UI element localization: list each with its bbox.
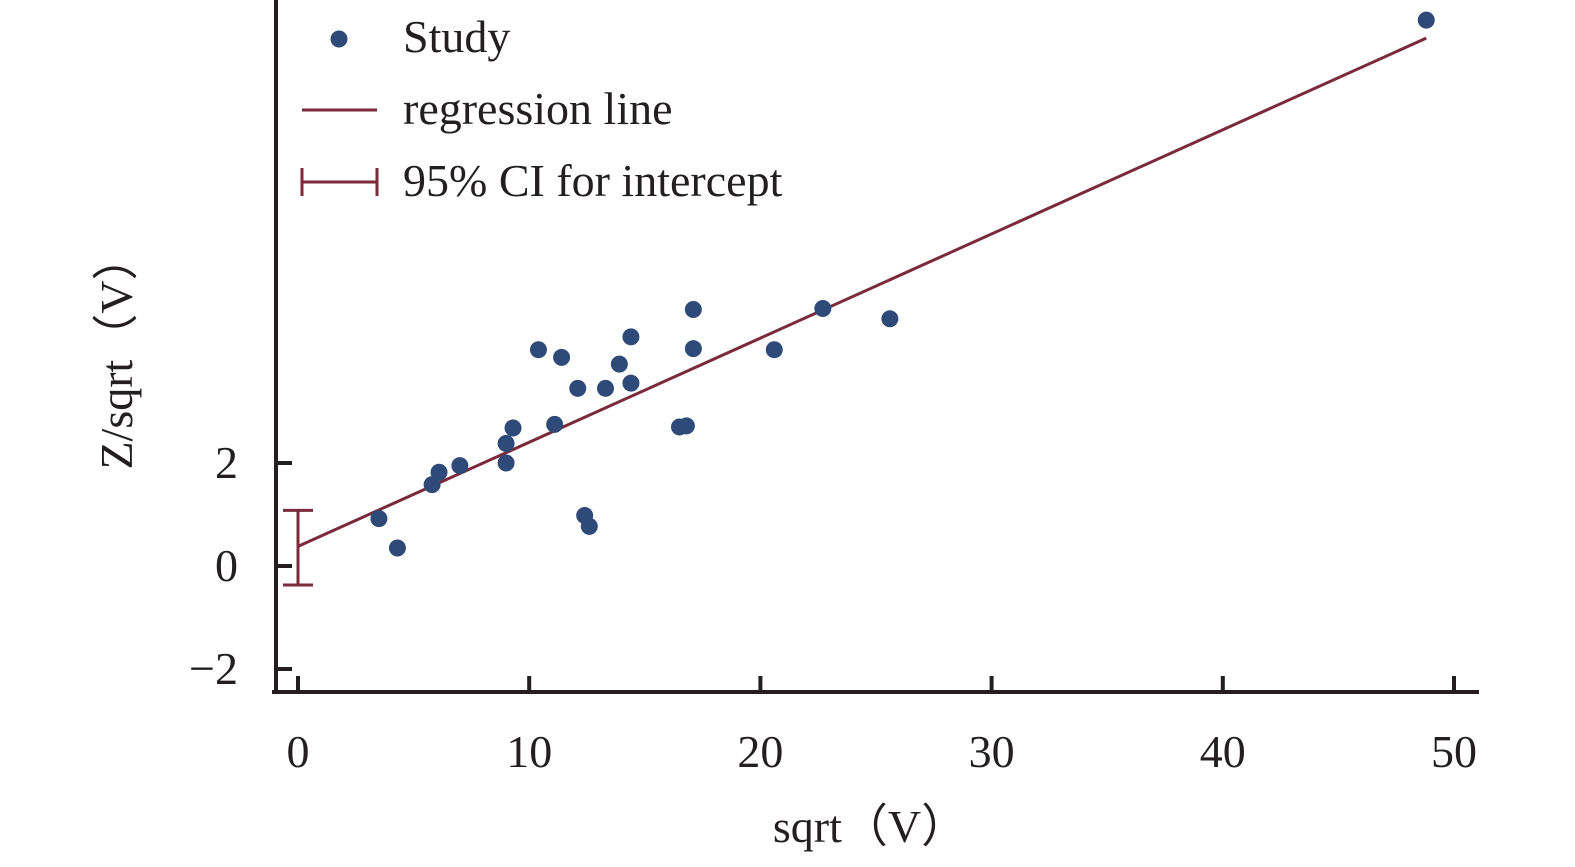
y-tick-label: −2 <box>189 643 238 694</box>
study-point <box>388 539 406 557</box>
study-point <box>546 415 564 433</box>
study-point <box>497 434 515 452</box>
x-tick-label: 40 <box>1200 726 1246 777</box>
legend-ci-marker <box>300 168 379 196</box>
study-point <box>684 340 702 358</box>
study-point <box>529 341 547 359</box>
legend-regression-label: regression line <box>403 83 673 134</box>
x-tick-label: 20 <box>737 726 783 777</box>
study-point <box>569 379 587 397</box>
study-point <box>497 454 515 472</box>
y-axis-ticks: −2 0 2 <box>189 437 292 694</box>
study-point <box>622 328 640 346</box>
x-tick-label: 30 <box>969 726 1015 777</box>
y-axis-title: Z/sqrt（V） <box>91 234 142 469</box>
legend-item-ci: 95% CI for intercept <box>300 155 783 206</box>
legend-study-label: Study <box>403 11 510 62</box>
legend-ci-label: 95% CI for intercept <box>403 155 783 206</box>
x-tick-label: 0 <box>287 726 310 777</box>
intercept-ci-errorbar <box>283 508 313 587</box>
study-point <box>677 417 695 435</box>
study-point <box>765 341 783 359</box>
study-point <box>622 374 640 392</box>
study-point <box>814 300 832 317</box>
x-axis-ticks: 0 10 20 30 40 50 <box>287 676 1477 777</box>
study-point <box>423 476 441 494</box>
y-tick-label: 0 <box>215 540 238 591</box>
study-point <box>881 310 899 328</box>
study-point <box>430 463 448 481</box>
x-tick-label: 50 <box>1431 726 1477 777</box>
study-point <box>596 379 614 397</box>
x-tick-label: 10 <box>506 726 552 777</box>
study-point <box>370 510 388 528</box>
study-point <box>684 301 702 319</box>
y-tick-label: 2 <box>215 437 238 488</box>
regression-line <box>297 36 1427 548</box>
study-point <box>610 355 628 373</box>
study-point <box>451 457 469 475</box>
legend-item-study: Study <box>330 11 510 62</box>
x-axis-title: sqrt（V） <box>773 801 967 852</box>
study-points <box>370 11 1435 557</box>
study-point <box>1417 11 1435 29</box>
study-point <box>553 348 571 366</box>
legend: Study regression line 95% CI for interce… <box>300 11 783 206</box>
legend-study-marker <box>330 30 348 48</box>
axes <box>272 0 1479 694</box>
study-point <box>580 517 598 535</box>
legend-item-regression: regression line <box>302 83 673 134</box>
study-point <box>504 419 522 437</box>
